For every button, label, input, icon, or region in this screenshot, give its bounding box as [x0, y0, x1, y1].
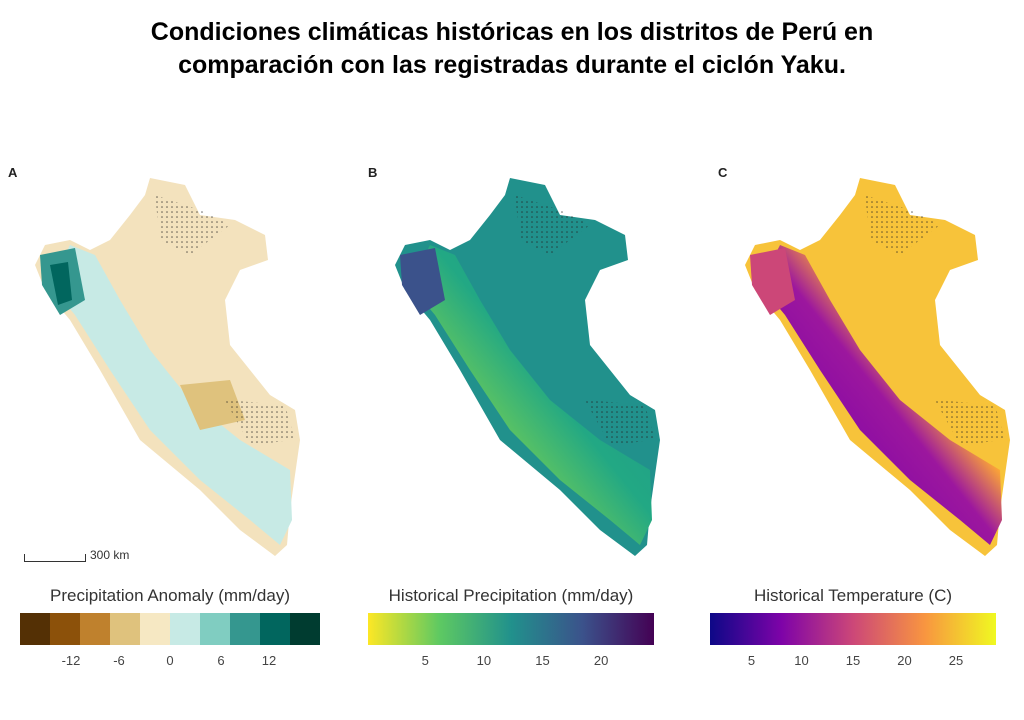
tick: 15 — [535, 653, 550, 668]
legend-hist-temp: Historical Temperature (C) 5 10 15 20 25 — [710, 586, 996, 668]
map-b — [395, 178, 660, 556]
legend-ticks: 5 10 15 20 25 — [710, 645, 996, 668]
legend-swatch — [290, 613, 320, 645]
tick: 0 — [166, 653, 174, 668]
tick: 6 — [217, 653, 225, 668]
legend-swatch — [260, 613, 290, 645]
map-a — [35, 178, 300, 556]
legend-precip-anomaly: Precipitation Anomaly (mm/day) -12 -6 0 … — [20, 586, 320, 668]
legend-colorbar — [368, 613, 654, 645]
tick: -6 — [113, 653, 125, 668]
legend-swatch — [200, 613, 230, 645]
legend-title: Precipitation Anomaly (mm/day) — [50, 586, 290, 605]
scale-bar: 300 km — [24, 548, 129, 562]
legend-colorbar — [20, 613, 320, 645]
scale-bar-line — [24, 554, 86, 562]
legend-swatch — [140, 613, 170, 645]
title-line-1: Condiciones climáticas históricas en los… — [150, 18, 874, 46]
tick: -12 — [61, 653, 81, 668]
legend-swatch — [110, 613, 140, 645]
panel-label-b: B — [368, 165, 378, 180]
tick: 5 — [421, 653, 429, 668]
legend-swatch — [170, 613, 200, 645]
legend-title: Historical Precipitation (mm/day) — [388, 586, 634, 605]
tick: 25 — [948, 653, 964, 668]
figure-title: Condiciones climáticas históricas en los… — [0, 16, 1024, 82]
title-line-2: comparación con las registradas durante … — [178, 51, 846, 79]
legend-ticks: 5 10 15 20 — [368, 645, 654, 668]
tick: 5 — [747, 653, 756, 668]
map-c — [745, 178, 1010, 556]
tick: 15 — [845, 653, 861, 668]
legend-swatch — [230, 613, 260, 645]
tick: 20 — [897, 653, 912, 668]
scale-label: 300 km — [90, 548, 130, 562]
legend-ticks: -12 -6 0 6 12 — [20, 645, 320, 668]
panel-label-c: C — [718, 165, 728, 180]
legend-title: Historical Temperature (C) — [753, 586, 953, 605]
tick: 10 — [476, 653, 492, 668]
tick: 10 — [794, 653, 809, 668]
legend-swatch — [80, 613, 110, 645]
panel-label-a: A — [8, 165, 18, 180]
legend-hist-precip: Historical Precipitation (mm/day) 5 10 1… — [368, 586, 654, 668]
legend-swatch — [50, 613, 80, 645]
tick: 20 — [593, 653, 609, 668]
legend-colorbar — [710, 613, 996, 645]
legend-swatch — [20, 613, 50, 645]
tick: 12 — [261, 653, 277, 668]
